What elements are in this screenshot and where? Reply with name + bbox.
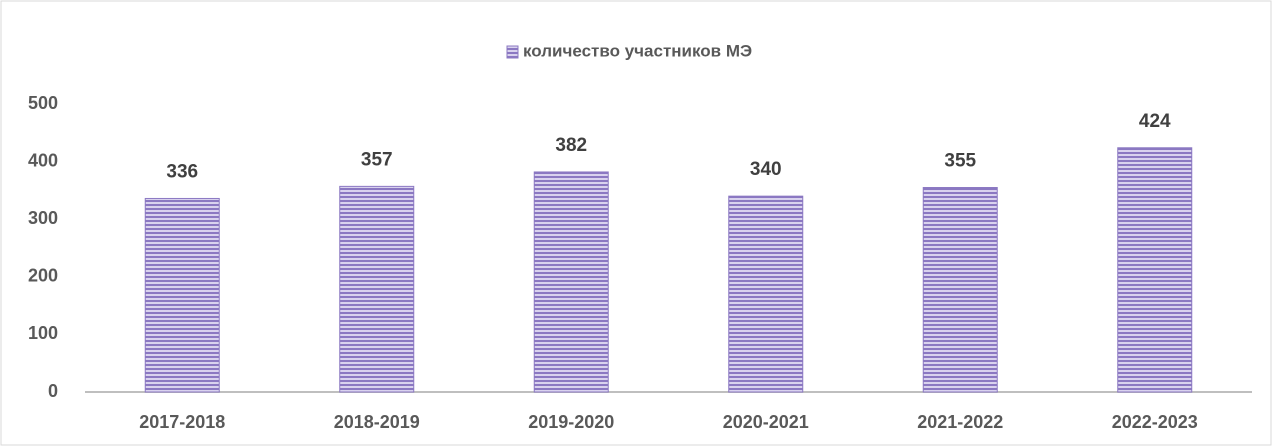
legend-label: количество участников МЭ <box>523 41 752 60</box>
x-tick-label: 2020-2021 <box>723 412 809 432</box>
y-tick-label: 500 <box>28 93 58 113</box>
data-label: 357 <box>361 149 393 170</box>
data-label: 355 <box>944 151 976 172</box>
bar <box>144 197 220 393</box>
y-tick-label: 100 <box>28 323 58 343</box>
y-tick-label: 400 <box>28 150 58 170</box>
bar <box>1117 147 1193 393</box>
x-tick-label: 2017-2018 <box>139 412 225 432</box>
legend-swatch <box>506 45 519 59</box>
x-tick-label: 2022-2023 <box>1112 412 1198 432</box>
x-tick-label: 2018-2019 <box>334 412 420 432</box>
x-tick-label: 2019-2020 <box>528 412 614 432</box>
y-tick-label: 0 <box>48 381 58 401</box>
x-tick-label: 2021-2022 <box>917 412 1003 432</box>
bar <box>339 185 415 393</box>
data-label: 340 <box>750 159 782 180</box>
data-label: 336 <box>166 161 198 182</box>
y-tick-label: 300 <box>28 208 58 228</box>
y-tick-label: 200 <box>28 266 58 286</box>
data-label: 424 <box>1139 111 1171 132</box>
bar <box>533 171 609 393</box>
data-label: 382 <box>555 135 587 156</box>
bar <box>922 187 998 393</box>
bar <box>728 195 804 393</box>
